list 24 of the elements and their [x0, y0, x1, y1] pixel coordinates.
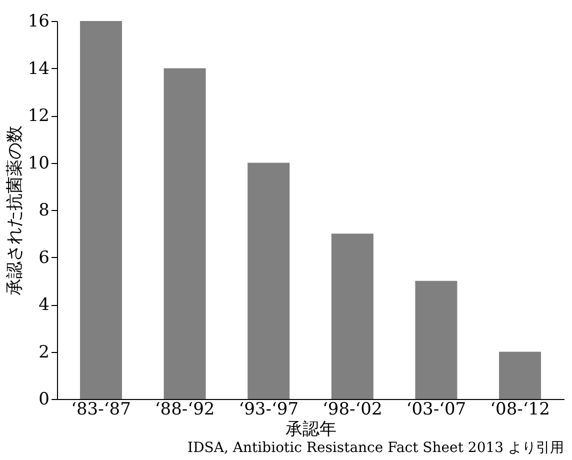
- x-tick-label: ‘93-‘97: [238, 400, 299, 420]
- bar: [415, 280, 458, 399]
- x-tick-label: ‘98-‘02: [322, 400, 382, 420]
- y-tick-label: 12: [28, 106, 50, 126]
- y-tick-label: 6: [38, 248, 50, 268]
- y-tick-label: 14: [28, 58, 50, 79]
- x-tick-label: ‘03-‘07: [406, 400, 466, 420]
- x-axis-title: 承認年: [286, 420, 336, 440]
- bar: [164, 68, 206, 399]
- bar: [499, 352, 542, 399]
- y-tick-label: 8: [38, 200, 50, 220]
- y-tick-label: 16: [28, 12, 50, 32]
- y-axis-title: 承認された抗菌薬の数: [4, 126, 25, 296]
- text: IDSA, Antibiotic Resistance Fact Sheet 2013 より引用: [188, 440, 564, 456]
- bar: [248, 162, 290, 399]
- bar: [80, 21, 122, 399]
- y-tick-label: 2: [38, 342, 50, 362]
- x-tick-label: ‘08-‘12: [490, 400, 550, 420]
- x-tick-label: ‘83-‘87: [71, 400, 131, 420]
- y-tick-label: 10: [28, 153, 50, 174]
- bar: [331, 234, 374, 399]
- y-tick-label: 0: [38, 390, 50, 410]
- x-tick-label: ‘88-‘92: [154, 400, 215, 420]
- y-tick-label: 4: [38, 295, 50, 315]
